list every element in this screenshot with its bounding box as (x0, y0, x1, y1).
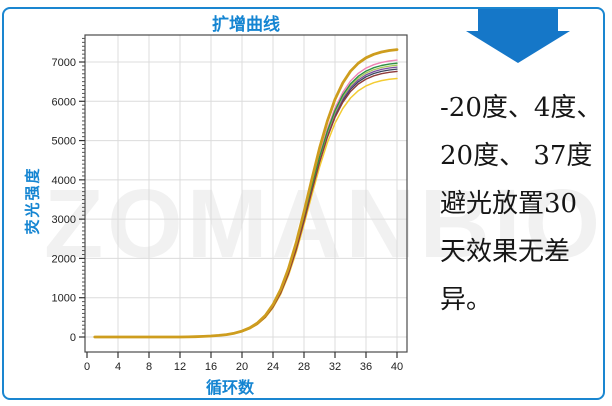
x-tick-label: 36 (360, 361, 372, 373)
curve-gold (93, 48, 399, 339)
x-tick-label: 32 (329, 361, 341, 373)
annotation-text: -20度、4度、 20度、 37度 避光放置30 天效果无差 异。 (440, 84, 602, 324)
curve-yellow (94, 77, 398, 338)
x-tick-label: 12 (174, 361, 186, 373)
y-tick-label: 6000 (52, 96, 76, 108)
annotation-line: 异。 (440, 285, 493, 315)
y-tick-label: 7000 (52, 57, 76, 69)
curve-navy (94, 68, 398, 338)
y-tick-label: 3000 (52, 214, 76, 226)
annotation-line: -20度、4度、 (440, 93, 603, 123)
x-tick-label: 24 (267, 361, 279, 373)
down-arrow-icon (466, 9, 570, 63)
curve-purple (94, 66, 398, 338)
axes-ticks (79, 34, 408, 358)
x-tick-label: 40 (391, 361, 403, 373)
curve-light-green (94, 64, 398, 338)
annotation-panel: -20度、4度、 20度、 37度 避光放置30 天效果无差 异。 (432, 0, 604, 400)
chart-title: 扩增曲线 (212, 15, 280, 34)
curve-maroon (94, 70, 398, 338)
x-axis-title: 循环数 (205, 380, 254, 397)
x-tick-label: 4 (115, 361, 121, 373)
annotation-line: 天效果无差 (440, 237, 571, 267)
plot-frame (84, 34, 408, 353)
gridlines (85, 35, 407, 352)
curve-green (94, 62, 398, 338)
y-tick-label: 0 (70, 332, 76, 344)
annotation-line: 避光放置30 (440, 189, 578, 219)
amplification-curves (93, 48, 399, 339)
x-tick-label: 20 (236, 361, 248, 373)
x-tick-label: 16 (205, 361, 217, 373)
x-tick-label: 28 (298, 361, 310, 373)
x-tick-label: 0 (84, 361, 90, 373)
y-tick-label: 5000 (52, 136, 76, 148)
y-tick-label: 4000 (52, 175, 76, 187)
annotation-line: 20度、 37度 (440, 141, 593, 171)
y-tick-label: 2000 (52, 253, 76, 265)
watermark-text: ZOMANBIO (44, 169, 605, 278)
x-tick-label: 8 (146, 361, 152, 373)
y-axis-title: 荧光强度 (24, 166, 42, 235)
y-tick-label: 1000 (52, 293, 76, 305)
tick-labels: 0 1000 2000 3000 4000 5000 6000 7000 0 4 8 12 16 20 24… (52, 57, 404, 373)
